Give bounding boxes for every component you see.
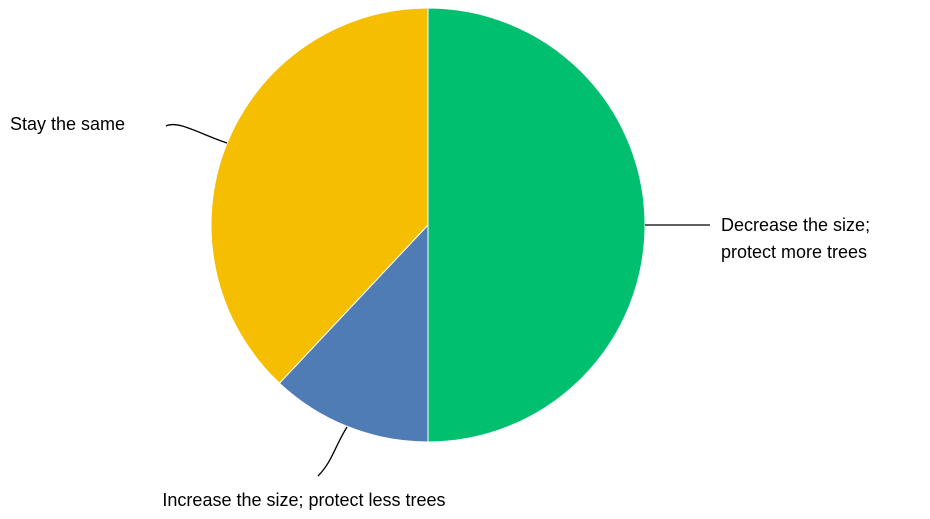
pie-slices	[210, 7, 646, 443]
label-increase: Increase the size; protect less trees	[162, 490, 445, 510]
slice-label-increase: Increase the size; protect less trees	[162, 426, 446, 510]
pie-slice-increase	[278, 223, 429, 443]
leader-line-increase	[317, 426, 348, 477]
pie-slice-decrease	[427, 7, 646, 443]
leader-line-same	[165, 124, 228, 144]
pie-slice-same	[210, 7, 429, 384]
slice-label-same: Stay the same	[10, 114, 228, 144]
label-decrease-line-1: Decrease the size;	[721, 215, 870, 235]
label-same: Stay the same	[10, 114, 125, 134]
label-decrease-line-2: protect more trees	[721, 242, 867, 262]
slice-label-decrease: Decrease the size; protect more trees	[645, 215, 875, 262]
svg-text:Decrease the size; prote: Decrease the size; protect more trees	[721, 215, 875, 262]
